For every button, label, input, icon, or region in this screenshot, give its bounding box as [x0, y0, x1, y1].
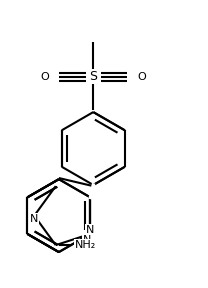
Text: O: O — [137, 72, 146, 82]
Text: O: O — [41, 72, 49, 82]
Text: N: N — [83, 235, 92, 245]
Text: N: N — [86, 225, 95, 235]
Text: NH₂: NH₂ — [75, 240, 96, 250]
Text: S: S — [89, 70, 97, 83]
Text: N: N — [30, 213, 38, 223]
